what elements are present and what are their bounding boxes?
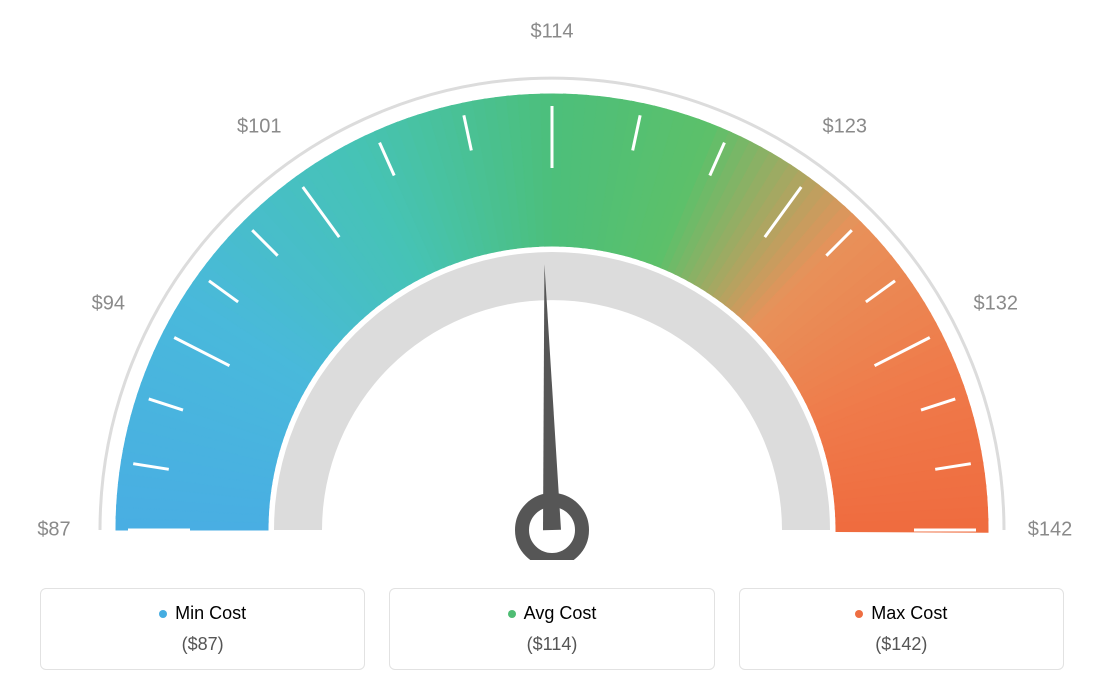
gauge-tick-label: $123 [822, 116, 867, 139]
legend-avg-dot [508, 610, 516, 618]
gauge-tick-label: $132 [973, 292, 1018, 315]
legend-avg-value: ($114) [400, 634, 703, 655]
legend-min-dot [159, 610, 167, 618]
legend-min-card: Min Cost ($87) [40, 588, 365, 670]
legend-max-dot [855, 610, 863, 618]
legend-min-title: Min Cost [159, 603, 246, 624]
legend-min-title-text: Min Cost [175, 603, 246, 624]
cost-gauge-chart: $87 $94 $101 $114 $123 $132 $142 Min Cost ($87… [0, 0, 1104, 690]
legend-max-title-text: Max Cost [871, 603, 947, 624]
legend-row: Min Cost ($87) Avg Cost ($114) Max Cost … [40, 588, 1064, 670]
legend-max-value: ($142) [750, 634, 1053, 655]
gauge-tick-label: $87 [37, 519, 70, 542]
gauge-needle [543, 264, 561, 530]
gauge-tick-label: $94 [92, 292, 125, 315]
legend-min-value: ($87) [51, 634, 354, 655]
legend-max-card: Max Cost ($142) [739, 588, 1064, 670]
legend-avg-card: Avg Cost ($114) [389, 588, 714, 670]
gauge-area: $87 $94 $101 $114 $123 $132 $142 [0, 0, 1104, 560]
legend-avg-title-text: Avg Cost [524, 603, 597, 624]
gauge-svg [0, 0, 1104, 560]
legend-max-title: Max Cost [855, 603, 947, 624]
gauge-tick-label: $142 [1028, 519, 1073, 542]
legend-avg-title: Avg Cost [508, 603, 597, 624]
gauge-tick-label: $101 [237, 116, 282, 139]
gauge-tick-label: $114 [530, 21, 573, 44]
